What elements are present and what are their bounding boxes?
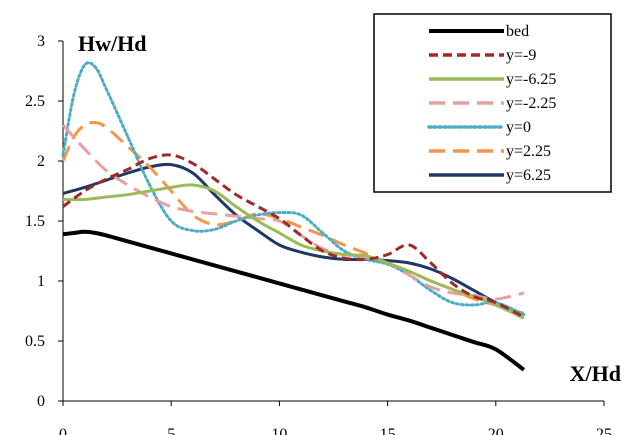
- y-axis-title: Hw/Hd: [78, 31, 146, 56]
- legend: bed y=-9 y=-6.25 y=-2.25 y=0 y=2.25 y=6.25: [373, 13, 612, 193]
- x-tick-label: 0: [59, 426, 67, 435]
- x-tick-label: 10: [271, 426, 287, 435]
- series-layer: [61, 61, 526, 372]
- legend-label: y=2.25: [506, 143, 551, 160]
- series-line-3: [61, 123, 525, 301]
- x-tick-label: 15: [380, 426, 396, 435]
- legend-label: y=-9: [506, 47, 536, 64]
- series-line-4: [61, 61, 526, 317]
- x-tick-label: 20: [488, 426, 504, 435]
- legend-label: y=6.25: [506, 167, 551, 184]
- y-tick-label: 1.5: [25, 213, 45, 230]
- legend-label: y=-2.25: [506, 95, 556, 112]
- legend-label: y=-6.25: [506, 71, 556, 88]
- series-line-0: [62, 229, 526, 372]
- x-axis-title: X/Hd: [570, 361, 621, 386]
- y-tick-label: 2.5: [25, 93, 45, 110]
- y-tick-label: 2: [37, 153, 45, 170]
- y-tick-label: 0.5: [25, 333, 45, 350]
- x-tick-label: 25: [596, 426, 612, 435]
- y-tick-label: 0: [37, 393, 45, 410]
- axes: 0 0.5 1 1.5 2 2.5 3 0 5 10 15 20 25: [25, 33, 612, 435]
- x-tick-label: 5: [167, 426, 175, 435]
- legend-label: bed: [506, 23, 529, 40]
- y-tick-label: 3: [37, 33, 45, 50]
- legend-label: y=0: [506, 119, 531, 136]
- series-line-2: [62, 183, 525, 320]
- y-tick-label: 1: [37, 273, 45, 290]
- series-line-1: [62, 153, 525, 319]
